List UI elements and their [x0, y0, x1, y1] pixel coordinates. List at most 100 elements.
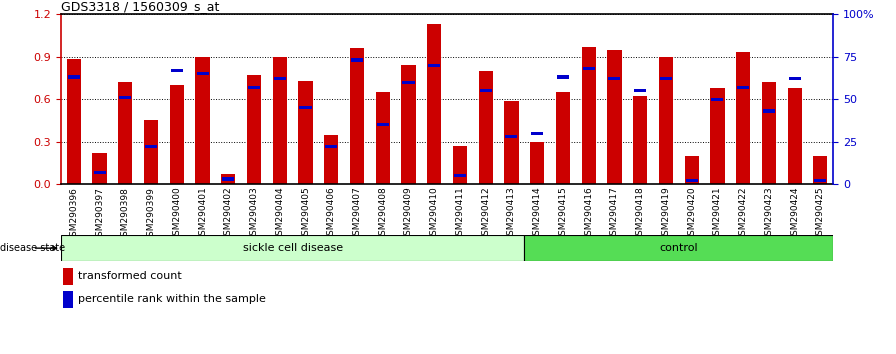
Bar	[556, 92, 570, 184]
Bar	[118, 82, 133, 184]
Text: GSM290419: GSM290419	[661, 187, 670, 241]
Bar	[119, 96, 132, 99]
Bar	[195, 57, 210, 184]
Bar	[376, 123, 389, 126]
Bar	[659, 57, 673, 184]
Bar	[788, 88, 802, 184]
Text: GSM290424: GSM290424	[790, 187, 799, 241]
Bar	[222, 177, 234, 181]
Text: GSM290422: GSM290422	[738, 187, 747, 241]
Bar	[272, 57, 287, 184]
Text: GSM290404: GSM290404	[275, 187, 284, 241]
Text: percentile rank within the sample: percentile rank within the sample	[78, 295, 266, 304]
Bar	[171, 69, 183, 72]
Text: GDS3318 / 1560309_s_at: GDS3318 / 1560309_s_at	[61, 0, 220, 13]
Bar	[685, 179, 698, 182]
Bar	[324, 135, 339, 184]
Bar	[66, 59, 81, 184]
Text: GSM290420: GSM290420	[687, 187, 696, 241]
Bar	[608, 77, 620, 80]
Bar	[762, 109, 775, 113]
Bar	[325, 145, 337, 148]
Bar	[247, 75, 261, 184]
Bar	[401, 65, 416, 184]
Bar	[530, 142, 544, 184]
Text: control: control	[659, 243, 698, 253]
Text: GSM290425: GSM290425	[816, 187, 825, 241]
Bar	[428, 64, 440, 67]
Bar	[145, 145, 157, 148]
Bar	[61, 235, 524, 261]
Text: GSM290423: GSM290423	[764, 187, 773, 241]
Text: GSM290399: GSM290399	[147, 187, 156, 241]
Bar	[633, 96, 647, 184]
Text: GSM290413: GSM290413	[507, 187, 516, 241]
Bar	[814, 156, 828, 184]
Bar	[479, 89, 492, 92]
Text: GSM290421: GSM290421	[713, 187, 722, 241]
Bar	[299, 106, 312, 109]
Bar	[582, 67, 595, 70]
Text: GSM290403: GSM290403	[249, 187, 259, 241]
Bar	[524, 235, 833, 261]
Bar	[93, 171, 106, 174]
Text: GSM290405: GSM290405	[301, 187, 310, 241]
Text: GSM290411: GSM290411	[455, 187, 464, 241]
Bar	[452, 146, 467, 184]
Text: GSM290416: GSM290416	[584, 187, 593, 241]
Bar	[63, 268, 73, 285]
Bar	[685, 156, 699, 184]
Text: GSM290402: GSM290402	[224, 187, 233, 241]
Bar	[505, 135, 518, 138]
Bar	[68, 75, 80, 79]
Text: GSM290409: GSM290409	[404, 187, 413, 241]
Bar	[274, 77, 286, 80]
Text: GSM290415: GSM290415	[558, 187, 567, 241]
Bar	[454, 174, 466, 177]
Text: GSM290418: GSM290418	[635, 187, 645, 241]
Bar	[144, 120, 158, 184]
Text: GSM290408: GSM290408	[378, 187, 387, 241]
Bar	[248, 86, 260, 89]
Bar	[350, 48, 364, 184]
Bar	[634, 89, 646, 92]
Bar	[582, 47, 596, 184]
Bar	[814, 179, 826, 182]
Bar	[402, 81, 415, 84]
Text: GSM290410: GSM290410	[430, 187, 439, 241]
Bar	[737, 86, 749, 89]
Bar	[427, 24, 442, 184]
Bar	[375, 92, 390, 184]
Bar	[169, 85, 184, 184]
Bar	[221, 174, 236, 184]
Text: GSM290412: GSM290412	[481, 187, 490, 241]
Text: GSM290407: GSM290407	[352, 187, 361, 241]
Bar	[788, 77, 801, 80]
Bar	[607, 50, 622, 184]
Bar	[737, 52, 750, 184]
Bar	[351, 58, 363, 62]
Bar	[478, 71, 493, 184]
Bar	[196, 72, 209, 75]
Text: GSM290417: GSM290417	[610, 187, 619, 241]
Bar	[557, 75, 569, 79]
Bar	[298, 81, 313, 184]
Text: GSM290401: GSM290401	[198, 187, 207, 241]
Text: transformed count: transformed count	[78, 272, 182, 281]
Text: GSM290396: GSM290396	[69, 187, 78, 241]
Text: disease state: disease state	[0, 243, 65, 253]
Bar	[63, 291, 73, 308]
Bar	[660, 77, 672, 80]
Text: sickle cell disease: sickle cell disease	[243, 243, 342, 253]
Bar	[762, 82, 776, 184]
Text: GSM290397: GSM290397	[95, 187, 104, 241]
Text: GSM290400: GSM290400	[172, 187, 181, 241]
Text: GSM290406: GSM290406	[327, 187, 336, 241]
Bar	[92, 153, 107, 184]
Bar	[711, 98, 723, 101]
Bar	[531, 132, 543, 135]
Bar	[711, 88, 725, 184]
Bar	[504, 101, 519, 184]
Text: GSM290398: GSM290398	[121, 187, 130, 241]
Text: GSM290414: GSM290414	[533, 187, 542, 241]
